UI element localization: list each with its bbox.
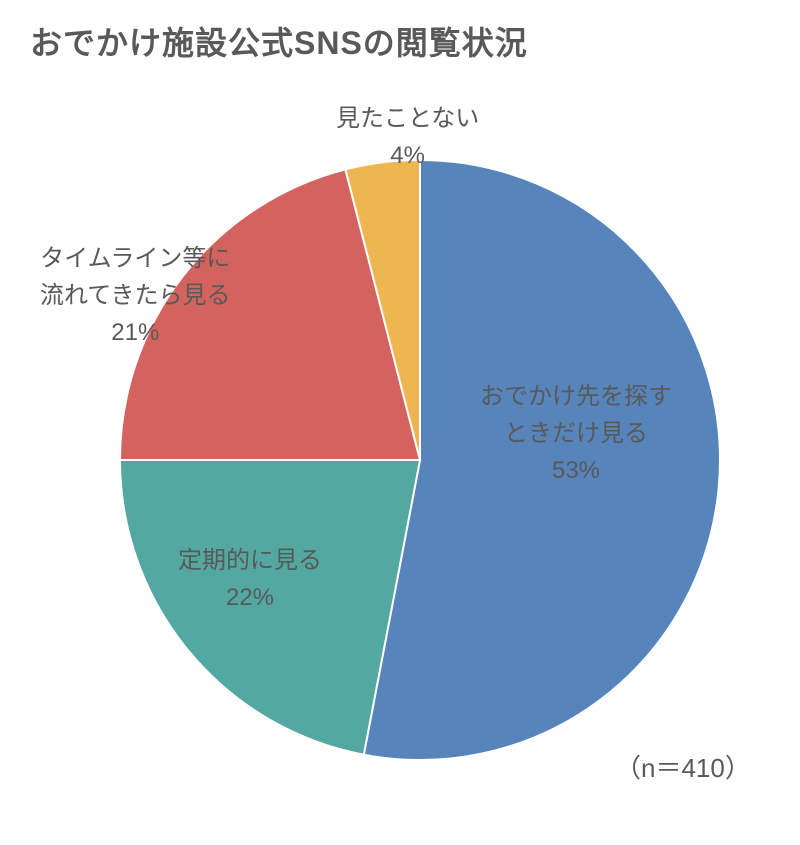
slice-label-line: 流れてきたら見る	[40, 277, 231, 314]
slice-label-line: 見たことない	[336, 100, 479, 137]
slice-label-line: ときだけ見る	[480, 415, 672, 452]
slice-label: 定期的に見る22%	[178, 542, 322, 616]
slice-percent: 22%	[178, 579, 322, 616]
slice-percent: 21%	[40, 314, 231, 351]
sample-size: （n＝410）	[615, 748, 751, 785]
slice-label: タイムライン等に流れてきたら見る21%	[40, 240, 231, 352]
pie-chart-area: おでかけ先を探すときだけ見る53% 定期的に見る22% タイムライン等に流れてきたら…	[30, 90, 770, 790]
slice-label: おでかけ先を探すときだけ見る53%	[480, 378, 672, 490]
slice-label: 見たことない4%	[336, 100, 479, 174]
slice-label-line: タイムライン等に	[40, 240, 231, 277]
slice-percent: 53%	[480, 452, 672, 489]
chart-container: おでかけ施設公式SNSの閲覧状況 おでかけ先を探すときだけ見る53% 定期的に見る…	[0, 0, 800, 845]
slice-label-line: 定期的に見る	[178, 542, 322, 579]
slice-label-line: おでかけ先を探す	[480, 378, 672, 415]
slice-percent: 4%	[336, 137, 479, 174]
chart-title: おでかけ施設公式SNSの閲覧状況	[30, 18, 770, 64]
